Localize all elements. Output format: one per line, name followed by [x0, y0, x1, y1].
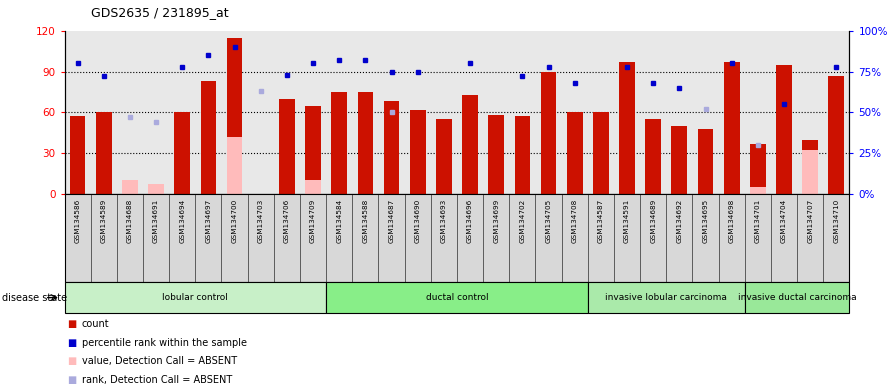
- Text: GSM134706: GSM134706: [284, 199, 290, 243]
- Text: GSM134710: GSM134710: [833, 199, 840, 243]
- Text: GSM134690: GSM134690: [415, 199, 421, 243]
- Text: GSM134696: GSM134696: [467, 199, 473, 243]
- Bar: [383, 101, 400, 194]
- Bar: [802, 151, 818, 194]
- Bar: [540, 71, 556, 194]
- Text: ■: ■: [67, 319, 76, 329]
- Bar: [745, 282, 849, 313]
- Bar: [829, 76, 844, 194]
- Text: GSM134687: GSM134687: [389, 199, 394, 243]
- Text: GSM134692: GSM134692: [676, 199, 683, 243]
- Bar: [326, 282, 588, 313]
- Text: GDS2635 / 231895_at: GDS2635 / 231895_at: [91, 6, 229, 19]
- Bar: [409, 109, 426, 194]
- Text: GSM134695: GSM134695: [702, 199, 709, 243]
- Text: value, Detection Call = ABSENT: value, Detection Call = ABSENT: [82, 356, 237, 366]
- Text: percentile rank within the sample: percentile rank within the sample: [82, 338, 246, 348]
- Bar: [567, 112, 582, 194]
- Text: invasive lobular carcinoma: invasive lobular carcinoma: [606, 293, 728, 302]
- Text: ■: ■: [67, 356, 76, 366]
- Bar: [671, 126, 687, 194]
- Text: GSM134691: GSM134691: [153, 199, 159, 243]
- Bar: [593, 112, 608, 194]
- Bar: [645, 119, 661, 194]
- Bar: [724, 62, 739, 194]
- Text: GSM134693: GSM134693: [441, 199, 447, 243]
- Text: ductal control: ductal control: [426, 293, 488, 302]
- Bar: [750, 187, 766, 194]
- Bar: [619, 62, 635, 194]
- Text: lobular control: lobular control: [162, 293, 228, 302]
- Text: GSM134589: GSM134589: [100, 199, 107, 243]
- Bar: [122, 180, 138, 194]
- Text: GSM134586: GSM134586: [74, 199, 81, 243]
- Bar: [65, 282, 326, 313]
- Text: ■: ■: [67, 375, 76, 384]
- Bar: [279, 99, 295, 194]
- Bar: [306, 180, 321, 194]
- Text: disease state: disease state: [2, 293, 67, 303]
- Text: invasive ductal carcinoma: invasive ductal carcinoma: [737, 293, 857, 302]
- Text: GSM134703: GSM134703: [258, 199, 263, 243]
- Bar: [588, 282, 745, 313]
- Bar: [227, 38, 243, 194]
- Text: GSM134702: GSM134702: [520, 199, 525, 243]
- Bar: [96, 112, 112, 194]
- Text: GSM134584: GSM134584: [336, 199, 342, 243]
- Bar: [802, 139, 818, 194]
- Text: rank, Detection Call = ABSENT: rank, Detection Call = ABSENT: [82, 375, 232, 384]
- Text: GSM134694: GSM134694: [179, 199, 185, 243]
- Text: GSM134588: GSM134588: [362, 199, 368, 243]
- Text: GSM134591: GSM134591: [624, 199, 630, 243]
- Bar: [227, 137, 243, 194]
- Text: GSM134705: GSM134705: [546, 199, 552, 243]
- Bar: [698, 129, 713, 194]
- Text: GSM134587: GSM134587: [598, 199, 604, 243]
- Bar: [436, 119, 452, 194]
- Text: GSM134697: GSM134697: [205, 199, 211, 243]
- Bar: [488, 115, 504, 194]
- Bar: [332, 92, 347, 194]
- Text: GSM134698: GSM134698: [728, 199, 735, 243]
- Bar: [358, 92, 374, 194]
- Text: GSM134700: GSM134700: [231, 199, 237, 243]
- Bar: [175, 112, 190, 194]
- Bar: [306, 106, 321, 194]
- Text: GSM134704: GSM134704: [781, 199, 787, 243]
- Bar: [776, 65, 792, 194]
- Bar: [201, 81, 216, 194]
- Bar: [514, 116, 530, 194]
- Text: GSM134689: GSM134689: [650, 199, 656, 243]
- Text: GSM134707: GSM134707: [807, 199, 814, 243]
- Bar: [70, 116, 85, 194]
- Text: count: count: [82, 319, 109, 329]
- Text: GSM134709: GSM134709: [310, 199, 316, 243]
- Text: GSM134688: GSM134688: [127, 199, 133, 243]
- Bar: [462, 94, 478, 194]
- Text: GSM134708: GSM134708: [572, 199, 578, 243]
- Text: GSM134699: GSM134699: [493, 199, 499, 243]
- Text: ■: ■: [67, 338, 76, 348]
- Text: GSM134701: GSM134701: [754, 199, 761, 243]
- Bar: [750, 144, 766, 194]
- Bar: [148, 184, 164, 194]
